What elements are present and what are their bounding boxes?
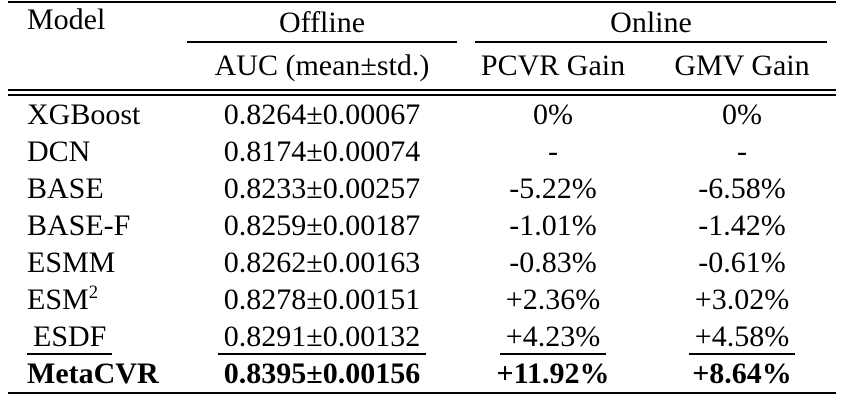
auc-cell: 0.8233±0.00257 — [186, 170, 458, 207]
pcvr-gain-cell: +11.92% — [458, 355, 648, 393]
auc-value: 0.8174±0.00074 — [223, 135, 421, 168]
gmv-gain-cell: -0.61% — [648, 244, 836, 281]
auc-value: 0.8264±0.00067 — [223, 98, 421, 131]
group-header-offline: Offline — [186, 2, 458, 43]
gmv-gain-cell: - — [648, 133, 836, 170]
model-name: XGBoost — [27, 98, 141, 131]
col-header-gmv-gain: GMV Gain — [648, 43, 836, 96]
table-row: BASE-F 0.8259±0.00187 -1.01% -1.42% — [8, 207, 836, 244]
model-cell: ESM2 — [8, 281, 186, 318]
gmv-gain-cell: +4.58% — [648, 318, 836, 355]
model-cell: BASE — [8, 170, 186, 207]
gmv-gain-value: +4.58% — [688, 321, 796, 355]
model-name: BASE-F — [27, 209, 131, 242]
group-header-offline-label: Offline — [278, 6, 366, 39]
table-row: ESDF 0.8291±0.00132 +4.23% +4.58% — [8, 318, 836, 355]
auc-cell: 0.8259±0.00187 — [186, 207, 458, 244]
results-table: Model Offline Online AUC (mean±std.) PCV… — [8, 1, 836, 394]
pcvr-gain-cell: 0% — [458, 93, 648, 134]
gmv-gain-value: +3.02% — [694, 283, 790, 316]
model-name: DCN — [27, 135, 91, 168]
col-header-pcvr-gain: PCVR Gain — [458, 43, 648, 96]
gmv-gain-value: 0% — [722, 98, 762, 131]
auc-value: 0.8278±0.00151 — [223, 283, 421, 316]
model-cell: MetaCVR — [8, 355, 186, 393]
pcvr-gain-cell: - — [458, 133, 648, 170]
table-row: DCN 0.8174±0.00074 - - — [8, 133, 836, 170]
pcvr-gain-value: - — [548, 135, 558, 168]
auc-value: 0.8395±0.00156 — [223, 357, 421, 390]
pcvr-gain-cell: -1.01% — [458, 207, 648, 244]
model-cell: ESMM — [8, 244, 186, 281]
gmv-gain-cell: +3.02% — [648, 281, 836, 318]
pcvr-gain-value: -0.83% — [509, 246, 597, 279]
col-header-auc: AUC (mean±std.) — [186, 43, 458, 96]
model-cell: BASE-F — [8, 207, 186, 244]
pcvr-gain-cell: +4.23% — [458, 318, 648, 355]
model-cell: XGBoost — [8, 93, 186, 134]
table-row: MetaCVR 0.8395±0.00156 +11.92% +8.64% — [8, 355, 836, 393]
table-header: Model Offline Online AUC (mean±std.) PCV… — [8, 2, 836, 96]
pcvr-gain-value: -1.01% — [509, 209, 597, 242]
auc-value: 0.8259±0.00187 — [223, 209, 421, 242]
group-header-online-label: Online — [610, 6, 692, 39]
auc-cell: 0.8264±0.00067 — [186, 93, 458, 134]
group-header-row: Model Offline Online — [8, 2, 836, 96]
model-name: MetaCVR — [27, 357, 159, 390]
auc-value: 0.8262±0.00163 — [223, 246, 421, 279]
model-cell: ESDF — [8, 318, 186, 355]
model-superscript: 2 — [88, 282, 98, 303]
model-name: ESDF — [27, 321, 113, 355]
sub-header-row: AUC (mean±std.) PCVR Gain GMV Gain — [8, 43, 836, 96]
gmv-gain-cell: -6.58% — [648, 170, 836, 207]
col-header-model: Model — [8, 2, 186, 96]
model-name: BASE — [27, 172, 104, 205]
auc-cell: 0.8174±0.00074 — [186, 133, 458, 170]
auc-cell: 0.8395±0.00156 — [186, 355, 458, 393]
table-body: XGBoost 0.8264±0.00067 0% 0% DCN 0.8174±… — [8, 93, 836, 394]
auc-value: 0.8233±0.00257 — [223, 172, 421, 205]
gmv-gain-value: +8.64% — [692, 357, 792, 390]
pcvr-gain-value: +4.23% — [499, 321, 607, 355]
model-name: ESM — [27, 283, 89, 316]
auc-cell: 0.8291±0.00132 — [186, 318, 458, 355]
group-header-online: Online — [458, 2, 836, 43]
auc-value: 0.8291±0.00132 — [217, 321, 427, 355]
pcvr-gain-value: +11.92% — [496, 357, 610, 390]
gmv-gain-cell: 0% — [648, 93, 836, 134]
model-name: ESMM — [27, 246, 116, 279]
gmv-gain-cell: +8.64% — [648, 355, 836, 393]
pcvr-gain-cell: +2.36% — [458, 281, 648, 318]
table-row: XGBoost 0.8264±0.00067 0% 0% — [8, 93, 836, 134]
pcvr-gain-cell: -5.22% — [458, 170, 648, 207]
table-row: ESMM 0.8262±0.00163 -0.83% -0.61% — [8, 244, 836, 281]
table-row: BASE 0.8233±0.00257 -5.22% -6.58% — [8, 170, 836, 207]
pcvr-gain-cell: -0.83% — [458, 244, 648, 281]
model-cell: DCN — [8, 133, 186, 170]
pcvr-gain-value: +2.36% — [505, 283, 601, 316]
gmv-gain-value: -6.58% — [698, 172, 786, 205]
table-row: ESM2 0.8278±0.00151 +2.36% +3.02% — [8, 281, 836, 318]
gmv-gain-value: -1.42% — [698, 209, 786, 242]
gmv-gain-value: - — [737, 135, 747, 168]
pcvr-gain-value: 0% — [533, 98, 573, 131]
gmv-gain-cell: -1.42% — [648, 207, 836, 244]
auc-cell: 0.8278±0.00151 — [186, 281, 458, 318]
auc-cell: 0.8262±0.00163 — [186, 244, 458, 281]
gmv-gain-value: -0.61% — [698, 246, 786, 279]
pcvr-gain-value: -5.22% — [509, 172, 597, 205]
